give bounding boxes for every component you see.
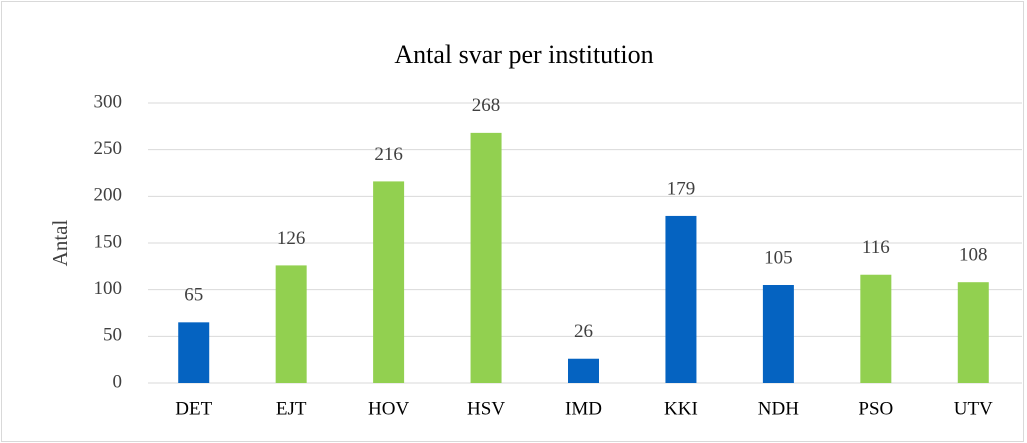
- x-tick-label: NDH: [758, 398, 799, 419]
- bar: [762, 285, 794, 383]
- bar: [178, 322, 210, 383]
- y-tick-label: 250: [94, 138, 123, 159]
- x-tick-label: PSO: [858, 398, 893, 419]
- data-label: 108: [959, 245, 988, 266]
- bar: [957, 282, 989, 383]
- data-label: 26: [574, 321, 593, 342]
- chart-title: Antal svar per institution: [394, 40, 653, 69]
- y-tick-label: 150: [94, 231, 123, 252]
- x-tick-label: DET: [175, 398, 212, 419]
- data-label: 105: [764, 247, 793, 268]
- x-tick-label: KKI: [664, 398, 698, 419]
- bar: [373, 181, 405, 383]
- data-label: 126: [277, 228, 306, 249]
- x-tick-label: EJT: [276, 398, 307, 419]
- x-tick-label: UTV: [954, 398, 993, 419]
- bar: [860, 274, 892, 383]
- x-tick-label: IMD: [565, 398, 602, 419]
- data-label: 116: [862, 237, 890, 258]
- y-tick-label: 100: [94, 278, 123, 299]
- bar: [665, 215, 697, 383]
- data-label: 179: [667, 178, 696, 199]
- bar: [470, 132, 502, 383]
- bar: [568, 358, 599, 383]
- x-tick-label: HSV: [467, 398, 505, 419]
- y-tick-label: 300: [94, 91, 123, 112]
- data-label: 65: [184, 285, 203, 306]
- y-tick-label: 0: [113, 371, 123, 392]
- data-label: 268: [472, 95, 501, 116]
- x-tick-label: HOV: [368, 398, 409, 419]
- y-axis-label: Antal: [48, 220, 72, 267]
- y-tick-label: 50: [103, 325, 122, 346]
- data-label: 216: [374, 144, 403, 165]
- bar: [275, 265, 307, 383]
- y-tick-label: 200: [94, 185, 123, 206]
